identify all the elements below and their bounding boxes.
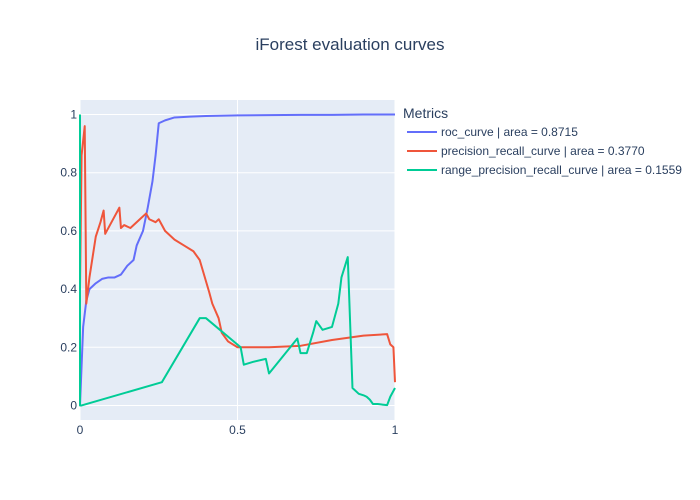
x-tick-label: 1 — [392, 423, 399, 437]
y-tick-label: 0.6 — [60, 224, 77, 238]
legend-title: Metrics — [403, 105, 448, 121]
chart-title: iForest evaluation curves — [256, 35, 445, 54]
y-tick-label: 0.8 — [60, 166, 77, 180]
y-axis-ticks: 0 0.2 0.4 0.6 0.8 1 — [60, 108, 77, 413]
series-layer — [79, 113, 396, 407]
legend-label: roc_curve | area = 0.8715 — [441, 125, 578, 139]
y-tick-label: 0 — [70, 398, 77, 412]
y-tick-label: 0.4 — [60, 282, 77, 296]
x-tick-label: 0 — [77, 423, 84, 437]
legend-item-3[interactable]: range_precision_recall_curve | area = 0.… — [407, 163, 682, 177]
legend-label: range_precision_recall_curve | area = 0.… — [441, 163, 682, 177]
y-tick-label: 1 — [70, 108, 77, 122]
x-tick-label: 0.5 — [229, 423, 246, 437]
series-line-2[interactable] — [79, 125, 396, 383]
y-tick-label: 0.2 — [60, 340, 77, 354]
legend-item-1[interactable]: roc_curve | area = 0.8715 — [407, 125, 578, 139]
legend-item-2[interactable]: precision_recall_curve | area = 0.3770 — [407, 144, 645, 158]
legend[interactable]: Metrics roc_curve | area = 0.8715 precisi… — [403, 105, 682, 177]
legend-label: precision_recall_curve | area = 0.3770 — [441, 144, 645, 158]
series-line-3[interactable] — [79, 114, 396, 407]
x-axis-ticks: 0 0.5 1 — [77, 423, 399, 437]
series-line-1[interactable] — [79, 113, 395, 406]
